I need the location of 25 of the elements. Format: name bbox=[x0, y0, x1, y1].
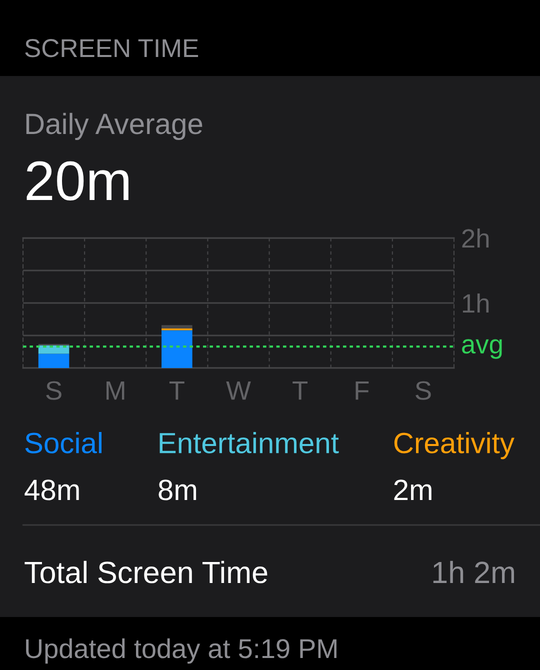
text: Creativity bbox=[394, 432, 514, 460]
text: 20m bbox=[26, 161, 128, 201]
y-tick-label: 1h bbox=[462, 293, 489, 313]
y-tick-label: 2h bbox=[462, 228, 489, 248]
x-tick-label: S bbox=[416, 381, 431, 400]
bar bbox=[162, 330, 192, 368]
bar bbox=[162, 325, 192, 328]
x-tick-label: W bbox=[226, 381, 251, 400]
text: Social bbox=[25, 432, 102, 454]
text: Total Screen Time bbox=[24, 560, 268, 584]
text: 48m bbox=[24, 480, 79, 500]
x-tick-label: F bbox=[356, 381, 369, 400]
x-tick-label: T bbox=[169, 381, 184, 400]
text: 1h 2m bbox=[433, 560, 514, 583]
text: Entertainment bbox=[160, 432, 339, 454]
x-tick-label: S bbox=[46, 381, 62, 400]
bar bbox=[38, 354, 70, 368]
x-tick-label: T bbox=[292, 381, 308, 400]
ref-line-label: avg bbox=[462, 339, 502, 359]
x-tick-label: M bbox=[106, 381, 124, 400]
chart-subtitle: Daily Average bbox=[26, 112, 202, 140]
chart-title: SCREEN TIME bbox=[25, 39, 198, 58]
text: 8m bbox=[158, 480, 196, 500]
text: 2m bbox=[394, 480, 432, 500]
text: Updated today at 5:19 PM bbox=[26, 638, 336, 664]
